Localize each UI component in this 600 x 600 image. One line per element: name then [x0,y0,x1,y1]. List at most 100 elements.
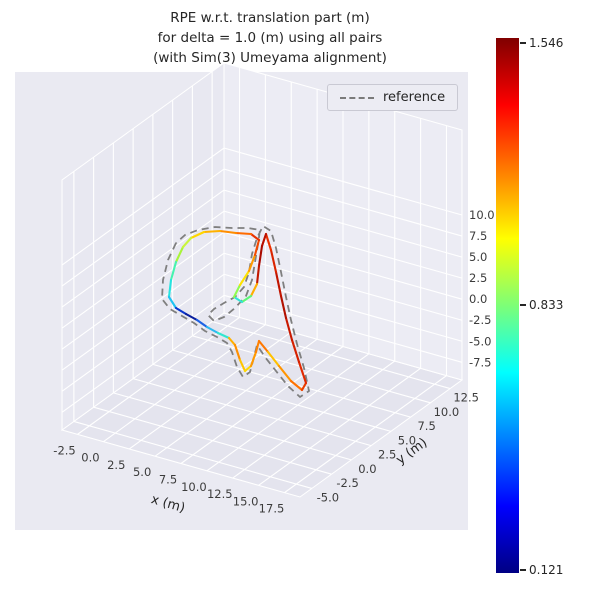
reference-dashed-line-sample [340,96,374,99]
y-tick-label: 5.0 [398,433,416,447]
grid-line-z [61,273,225,392]
y-tick-label: 0.0 [358,462,376,476]
trajectory-segment [290,338,301,364]
grid-line-z [223,189,463,258]
grid-line-y [93,406,332,475]
legend: reference [327,84,459,111]
x-tick-label: 15.0 [233,494,259,508]
grid-line-z [61,168,225,287]
x-tick-label: 2.5 [107,458,125,472]
chart-title: RPE w.r.t. translation part (m) for delt… [0,8,540,68]
trajectory-segment [249,282,259,298]
trajectory-segment [279,294,288,320]
y-tick-label: 12.5 [453,391,479,405]
trajectory-segment [233,343,242,362]
trajectory-segment [184,312,199,322]
trajectory-segment [238,269,251,287]
y-tick-label: 7.5 [417,419,435,433]
grid-line-y [113,392,352,461]
z-tick-label: -2.5 [469,313,491,327]
z-tick-label: 10.0 [469,208,495,222]
z-tick-label: 2.5 [469,271,487,285]
trajectory-segment [257,339,270,354]
colorbar-max-tick [520,42,526,44]
trajectory-segment [247,253,257,273]
grid-line-x [154,338,318,457]
trajectory-segment [238,358,247,373]
x-tick-label: 7.5 [159,473,177,487]
colorbar-min-tick [520,569,526,571]
x-tick-label: 12.5 [207,487,233,501]
colorbar-mid-tick [520,304,526,306]
trajectory-segment [300,381,308,392]
trajectory-segment [216,331,231,340]
grid-line-x [206,353,370,472]
trajectory-segment [266,350,281,368]
grid-line-x [258,367,421,486]
trajectory-segment [189,230,206,240]
colorbar [496,38,519,573]
trajectory-segment [205,325,220,335]
z-tick-label: 5.0 [469,250,487,264]
grid-line-y [132,378,372,447]
trajectory-segment [264,232,273,252]
grid-line-z [223,210,463,279]
trajectory-segment [174,245,185,264]
colorbar-mid-label: 0.833 [529,298,564,312]
grid-line-z [61,294,225,413]
z-tick-label: -5.0 [469,334,491,348]
z-tick-label: 7.5 [469,229,487,243]
trajectory-segment [297,360,308,385]
trajectory-segment [167,295,178,310]
trajectory-segment [289,379,304,392]
trajectory-segment [174,306,188,316]
grid-line-z [223,168,463,237]
x-tick-label: 17.5 [259,502,285,516]
trajectory-segment [269,248,278,274]
trajectory-segment [232,295,244,304]
grid-line-y [152,363,392,432]
y-tick-label: -2.5 [336,476,358,490]
y-tick-label: 2.5 [378,448,396,462]
grid-line-z [61,252,225,371]
grid-line-x [180,346,344,464]
trajectory-segment [249,232,261,242]
chart-title-line-3: (with Sim(3) Umeyama alignment) [153,50,387,66]
grid-line-z [61,210,225,329]
colorbar-min-label: 0.121 [529,563,564,577]
grid-line-z [61,147,225,266]
grid-line-x [103,324,266,443]
grid-line-z [61,189,225,308]
z-tick-label: 0.0 [469,292,487,306]
x-tick-label: -2.5 [53,443,75,457]
grid-line-x [128,331,292,450]
trajectory-segment [167,278,173,299]
z-tick-label: -7.5 [469,355,491,369]
trajectory-segment [255,264,261,286]
grid-line-x [284,375,447,494]
trajectory-segment [257,244,264,268]
trajectory-segment [234,231,253,236]
trajectory-segment [202,229,222,234]
trajectory-segment [277,364,293,383]
grid-line-x [77,316,240,435]
trajectory-segment [249,350,258,368]
grid-line-y [73,420,313,489]
trajectory-segment [243,364,253,373]
trajectory-segment [227,336,237,347]
trajectory-segment [253,238,261,257]
trajectory-segment [260,232,268,248]
legend-label-reference: reference [383,90,446,105]
grid-line-z [223,294,463,363]
trajectory-segment [169,260,178,282]
trajectory-segment [218,229,238,235]
colorbar-max-label: 1.546 [529,36,564,50]
y-tick-label: 10.0 [434,405,460,419]
grid-line-y [211,321,451,390]
trajectory-segment [181,236,193,249]
chart-title-line-2: for delta = 1.0 (m) using all pairs [157,30,383,46]
grid-line-z [61,231,225,350]
grid-line-z [223,273,463,342]
